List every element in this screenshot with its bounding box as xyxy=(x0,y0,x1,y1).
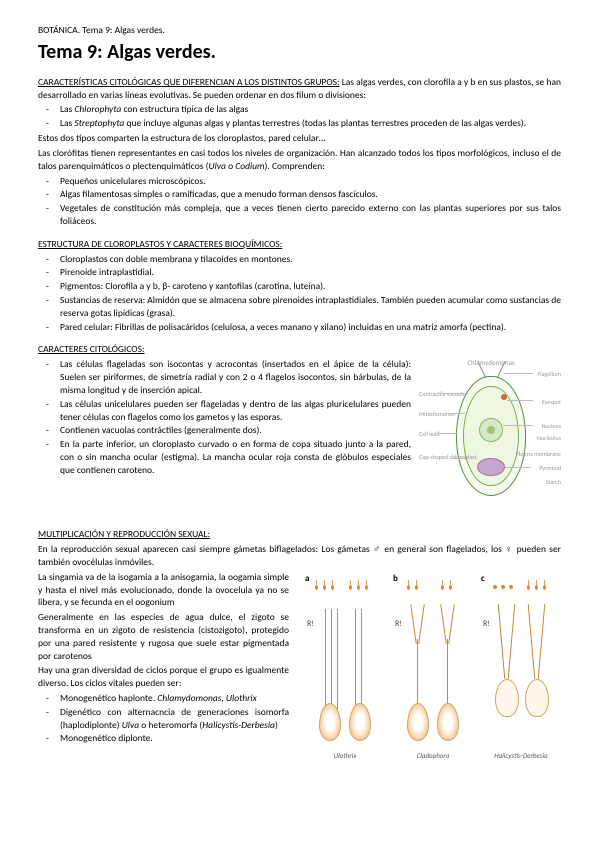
s2-head: ESTRUCTURA DE CLOROPLASTOS Y CARACTERES … xyxy=(38,238,282,250)
s1-l2-3: Vegetales de constitución más compleja, … xyxy=(60,202,561,228)
s3-4: En la parte inferior, un cloroplasto cur… xyxy=(60,438,411,476)
cycle-c-caption: Halicystis-Derbesia xyxy=(481,751,561,760)
section-reproduccion: MULTIPLICACIÓN Y REPRODUCCIÓN SEXUAL: En… xyxy=(38,528,561,770)
cycle-b-caption: Cladophora xyxy=(393,751,473,760)
s1-list1: Las Chlorophyta con estructura típica de… xyxy=(38,103,561,130)
section-caracteristicas: CARACTERÍSTICAS CITOLÓGICAS QUE DIFERENC… xyxy=(38,76,561,228)
s1-li2: Las Streptophyta que incluye algunas alg… xyxy=(60,117,561,130)
lbl-pyrenoid: Pyrenoid xyxy=(539,464,561,472)
cycle-a-caption: Ulothrix xyxy=(305,751,385,760)
section-caracteres: CARACTERES CITOLÓGICOS: Las células flag… xyxy=(38,343,561,518)
s4-p2: La singamia va de la isogamia a la aniso… xyxy=(38,571,289,609)
s1-p2: Estos dos tipos comparten la estructura … xyxy=(38,132,561,145)
lbl-starch: Starch xyxy=(546,478,561,486)
s4-l3: Monogenético diplonte. xyxy=(60,732,289,745)
cycle-c-r: R! xyxy=(483,619,490,630)
lbl-vacuole: Contractile vacuole xyxy=(419,390,466,398)
lbl-nucleus: Nucleus xyxy=(542,422,561,430)
lbl-wall: Cell wall xyxy=(419,430,439,438)
lbl-nucleolus: Nucleolus xyxy=(537,434,561,442)
s4-list: Monogenético haplonte. Chlamydomonas, Ul… xyxy=(38,692,289,745)
diagram-title: Chlamydomonas xyxy=(421,358,561,367)
s4-p1: En la reproducción sexual aparecen casi … xyxy=(38,543,561,569)
s2-2: Pirenoide intraplastidial. xyxy=(60,266,561,279)
cycle-b: b R! Cladophora xyxy=(393,579,473,759)
lbl-plasma: Plasma membrane xyxy=(516,450,561,458)
s1-l2-1: Pequeños unicelulares microscópicos. xyxy=(60,175,561,188)
section-estructura: ESTRUCTURA DE CLOROPLASTOS Y CARACTERES … xyxy=(38,238,561,334)
chlamydomonas-diagram: Chlamydomonas Flagellum Contractile vacu… xyxy=(421,358,561,518)
cycle-a-r: R! xyxy=(307,619,314,630)
s3-head: CARACTERES CITOLÓGICOS: xyxy=(38,343,145,355)
header-course: BOTÁNICA. Tema 9: Algas verdes. xyxy=(38,24,561,37)
life-cycles-diagram: a R! Ulothrix b xyxy=(301,571,561,771)
s2-4: Sustancias de reserva: Almidón que se al… xyxy=(60,294,561,320)
s4-l1: Monogenético haplonte. Chlamydomonas, Ul… xyxy=(60,692,289,705)
s4-p4: Hay una gran diversidad de ciclos porque… xyxy=(38,664,289,690)
s4-l2: Digenético con alternacncia de generacio… xyxy=(60,706,289,732)
s3-1: Las células flageladas son isocontas y a… xyxy=(60,358,411,396)
cycle-c-label: c xyxy=(481,573,485,585)
s1-l2-2: Algas filamentosas simples o ramificadas… xyxy=(60,188,561,201)
cycle-a-label: a xyxy=(305,573,309,585)
cycle-b-r: R! xyxy=(395,619,402,630)
s3-2: Las células unicelulares pueden ser flag… xyxy=(60,398,411,424)
cycle-a: a R! Ulothrix xyxy=(305,579,385,759)
s1-intro: CARACTERÍSTICAS CITOLÓGICAS QUE DIFERENC… xyxy=(38,76,561,102)
s1-list2: Pequeños unicelulares microscópicos. Alg… xyxy=(38,175,561,228)
s1-head: CARACTERÍSTICAS CITOLÓGICAS QUE DIFERENC… xyxy=(38,76,340,88)
s2-list: Cloroplastos con doble membrana y tilaco… xyxy=(38,253,561,334)
s3-list: Las células flageladas son isocontas y a… xyxy=(38,358,411,476)
lbl-cup: Cup-shaped chloroplast xyxy=(419,453,453,461)
page-title: Tema 9: Algas verdes. xyxy=(38,39,561,66)
s1-li1: Las Chlorophyta con estructura típica de… xyxy=(60,103,561,116)
s2-3: Pigmentos: Clorofila a y b, β- caroteno … xyxy=(60,280,561,293)
lbl-mito: Mitochondrion xyxy=(419,410,456,418)
cycle-b-label: b xyxy=(393,573,398,585)
s1-p3: Las clorófitas tienen representantes en … xyxy=(38,147,561,173)
cycle-c: c R! Halicystis-Derbesia xyxy=(481,579,561,759)
lbl-eyespot: Eyespot xyxy=(542,398,561,406)
s2-5: Pared celular: Fibrillas de polisacárido… xyxy=(60,321,561,334)
s4-head: MULTIPLICACIÓN Y REPRODUCCIÓN SEXUAL: xyxy=(38,528,210,540)
s4-p3: Generalmente en las especies de agua dul… xyxy=(38,611,289,662)
s2-1: Cloroplastos con doble membrana y tilaco… xyxy=(60,253,561,266)
s3-3: Contienen vacuolas contráctiles (general… xyxy=(60,424,411,437)
lbl-flagellum: Flagellum xyxy=(538,370,561,378)
